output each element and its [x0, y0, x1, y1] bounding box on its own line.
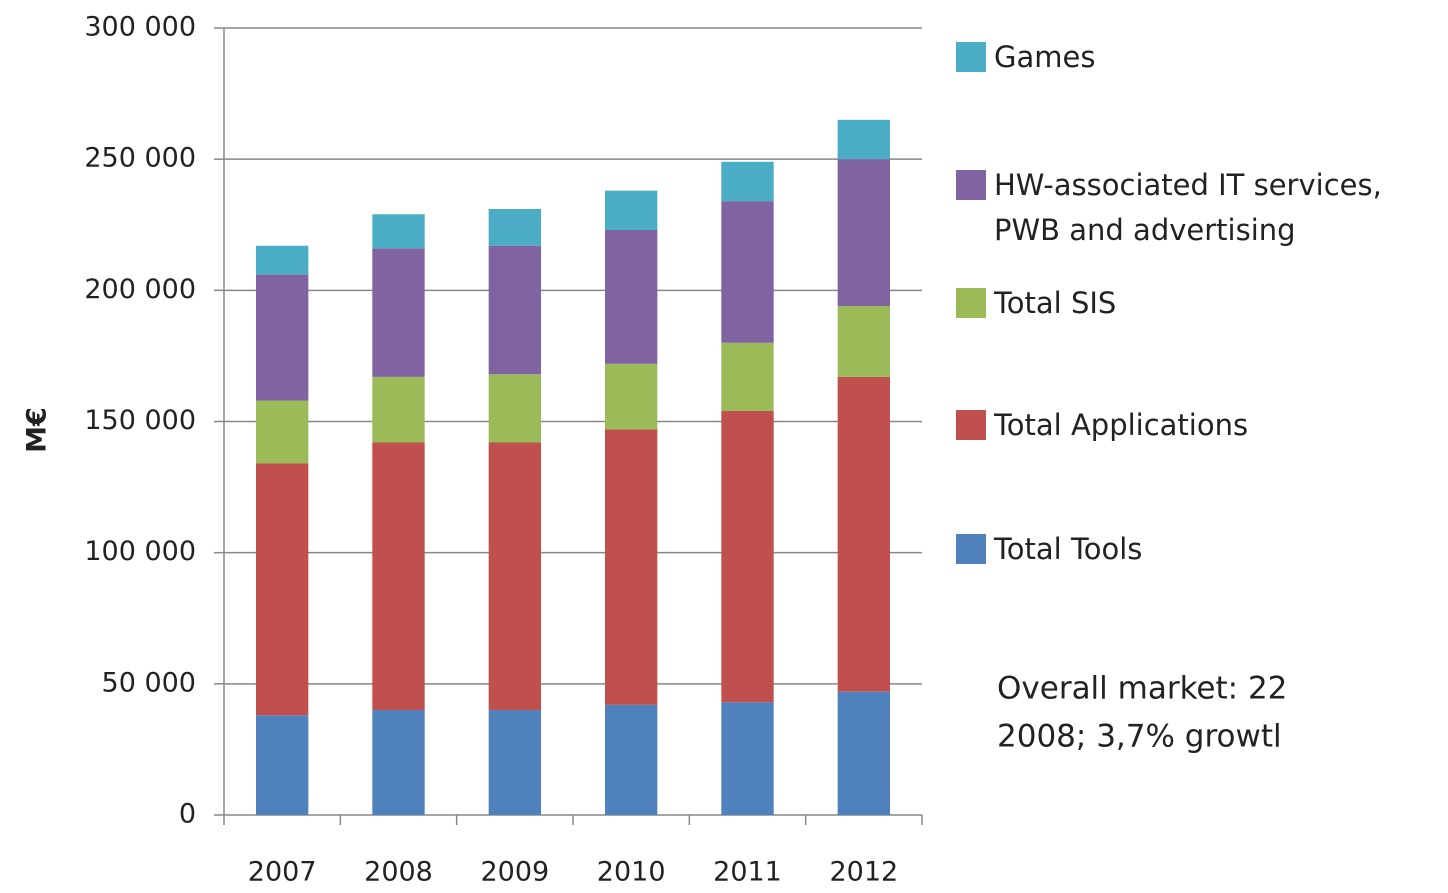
bar-segment [604, 190, 658, 230]
bar-segment [372, 248, 425, 377]
bar-segment [721, 201, 774, 343]
legend-swatch [956, 410, 986, 440]
bar-segment [255, 274, 309, 401]
bar-segment [372, 442, 425, 711]
legend-label: Total SIS [994, 286, 1117, 320]
bar-segment [604, 363, 658, 430]
bar-segment [721, 342, 774, 412]
bar-segment [255, 463, 309, 716]
legend-swatch [956, 288, 986, 318]
legend-swatch [956, 534, 986, 564]
bar-segment [488, 442, 542, 711]
bar-segment [721, 702, 774, 815]
bar-segment [837, 119, 891, 160]
bar-segment [721, 161, 774, 202]
y-tick-label: 300 000 [84, 12, 196, 43]
bar-segment [837, 376, 891, 692]
bar-segment [255, 715, 309, 815]
annotation: 2008; 3,7% growtl [997, 719, 1282, 755]
x-tick-label: 2007 [248, 857, 317, 888]
x-tick-label: 2009 [480, 857, 549, 888]
bar-segment [488, 209, 542, 246]
bar-segment [604, 704, 658, 815]
y-tick-label: 0 [179, 799, 196, 830]
annotation: Overall market: 22 [997, 671, 1287, 707]
y-tick-label: 150 000 [84, 405, 196, 436]
y-tick-label: 50 000 [102, 667, 196, 698]
bar-segment [255, 400, 309, 464]
x-tick-label: 2008 [364, 857, 433, 888]
x-tick-label: 2011 [713, 857, 782, 888]
bar-segment [488, 245, 542, 375]
legend-label: HW-associated IT services, PWB and adver… [994, 168, 1382, 247]
bar-segment [604, 429, 658, 705]
legend-label: Games [994, 40, 1096, 74]
bar-segment [837, 159, 891, 307]
y-tick-label: 100 000 [84, 536, 196, 567]
bar-segment [488, 710, 542, 815]
bar-segment [488, 374, 542, 443]
legend-swatch [956, 42, 986, 72]
bar-segment [837, 691, 891, 815]
legend-label: Total Tools [994, 532, 1143, 566]
y-tick-label: 250 000 [84, 143, 196, 174]
bar-segment [837, 306, 891, 377]
x-tick-label: 2012 [829, 857, 898, 888]
bar-segment [372, 710, 425, 815]
y-axis-label: M€ [22, 407, 53, 453]
x-tick-label: 2010 [597, 857, 666, 888]
bar-segment [255, 245, 309, 275]
bar-segment [604, 229, 658, 364]
legend-swatch [956, 170, 986, 200]
y-tick-label: 200 000 [84, 274, 196, 305]
bar-segment [372, 376, 425, 443]
bar-segment [372, 214, 425, 249]
legend-label: Total Applications [994, 408, 1249, 442]
bar-segment [721, 411, 774, 703]
